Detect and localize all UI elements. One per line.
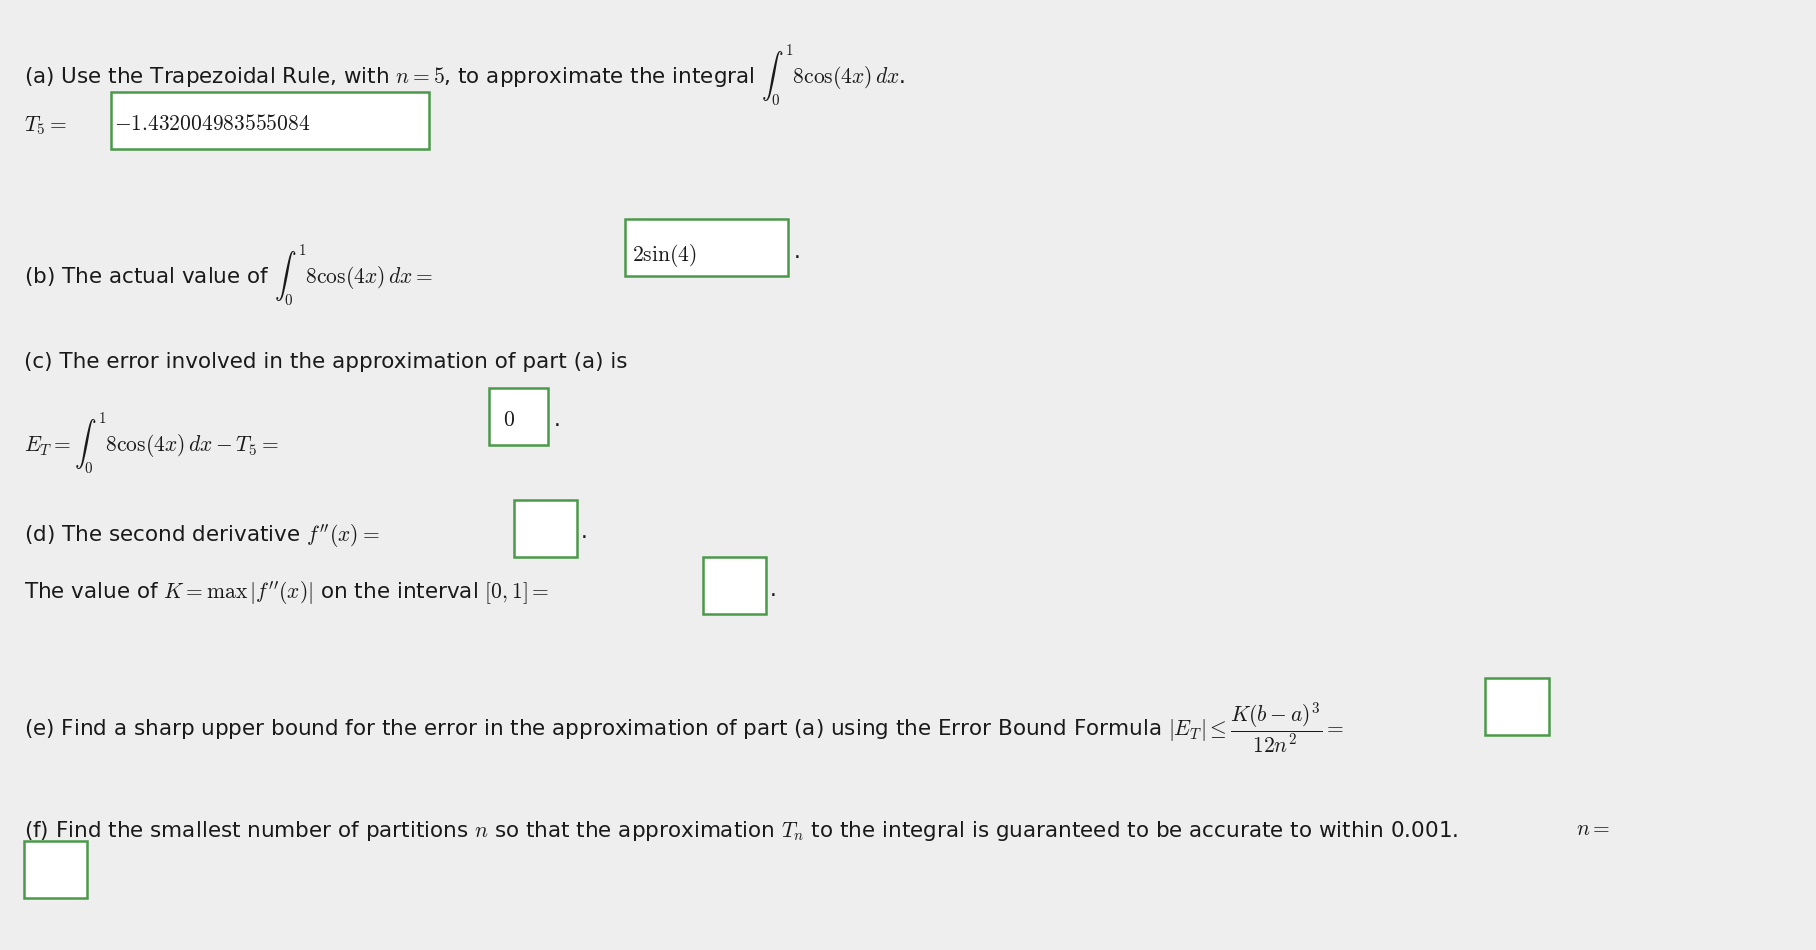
FancyBboxPatch shape bbox=[489, 388, 548, 445]
FancyBboxPatch shape bbox=[514, 500, 577, 557]
Text: $E_T = \int_0^1 8\cos(4x)\,dx - T_5 =$: $E_T = \int_0^1 8\cos(4x)\,dx - T_5 =$ bbox=[24, 410, 278, 476]
Text: $n =$: $n =$ bbox=[1576, 819, 1611, 839]
Text: The value of $K = \max\,|f''(x)|$ on the interval $[0, 1] =$: The value of $K = \max\,|f''(x)|$ on the… bbox=[24, 580, 548, 607]
Text: (c) The error involved in the approximation of part (a) is: (c) The error involved in the approximat… bbox=[24, 352, 627, 371]
Text: .: . bbox=[794, 242, 801, 262]
FancyBboxPatch shape bbox=[625, 219, 788, 276]
Text: $0$: $0$ bbox=[503, 410, 516, 430]
FancyBboxPatch shape bbox=[703, 557, 766, 614]
Text: (e) Find a sharp upper bound for the error in the approximation of part (a) usin: (e) Find a sharp upper bound for the err… bbox=[24, 701, 1344, 756]
Text: $2\sin(4)$: $2\sin(4)$ bbox=[632, 242, 697, 269]
Text: (b) The actual value of $\int_0^1 8\cos(4x)\,dx =$: (b) The actual value of $\int_0^1 8\cos(… bbox=[24, 242, 432, 308]
Text: $T_5 = $: $T_5 = $ bbox=[24, 114, 67, 137]
FancyBboxPatch shape bbox=[24, 841, 87, 898]
Text: (d) The second derivative $f''(x) =$: (d) The second derivative $f''(x) =$ bbox=[24, 522, 380, 550]
FancyBboxPatch shape bbox=[111, 92, 429, 149]
Text: $-1.432004983555084$: $-1.432004983555084$ bbox=[114, 114, 311, 134]
Text: (f) Find the smallest number of partitions $n$ so that the approximation $T_n$ t: (f) Find the smallest number of partitio… bbox=[24, 819, 1458, 843]
Text: .: . bbox=[581, 522, 588, 542]
Text: .: . bbox=[770, 580, 777, 599]
Text: .: . bbox=[554, 410, 561, 430]
Text: (a) Use the Trapezoidal Rule, with $n = 5$, to approximate the integral $\int_0^: (a) Use the Trapezoidal Rule, with $n = … bbox=[24, 43, 904, 108]
FancyBboxPatch shape bbox=[1485, 678, 1549, 735]
